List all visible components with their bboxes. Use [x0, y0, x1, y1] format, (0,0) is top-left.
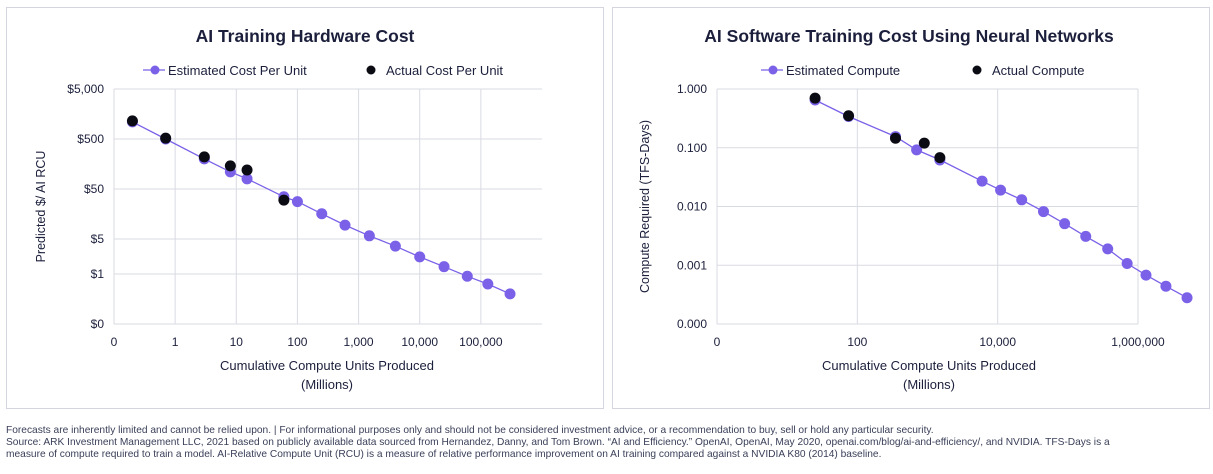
estimated-data-point: [1080, 230, 1092, 242]
estimated-data-point: [1121, 258, 1133, 270]
footnote-disclaimer: Forecasts are inherently limited and can…: [6, 425, 934, 436]
software-cost-chart-panel: AI Software Training Cost Using Neural N…: [612, 7, 1210, 409]
legend-estimated-marker: [768, 65, 778, 75]
x-axis-label: Cumulative Compute Units Produced: [822, 358, 1036, 373]
estimated-data-point: [995, 184, 1007, 196]
legend-actual-label: Actual Cost Per Unit: [386, 63, 503, 78]
estimated-series: [126, 116, 516, 300]
estimated-trend-line: [132, 121, 511, 295]
estimated-data-point: [1160, 280, 1172, 292]
estimated-data-point: [438, 261, 450, 273]
y-tick-label: $5,000: [67, 82, 104, 96]
actual-data-point: [890, 132, 902, 144]
actual-data-point: [224, 160, 236, 172]
legend-actual-label: Actual Compute: [992, 63, 1085, 78]
y-tick-label: 1.000: [677, 82, 707, 96]
legend-actual-marker: [972, 65, 982, 75]
estimated-data-point: [414, 251, 426, 263]
estimated-data-point: [976, 175, 988, 187]
x-tick-label: 10,000: [401, 335, 438, 349]
y-tick-label: $500: [77, 132, 104, 146]
estimated-data-point: [1181, 292, 1193, 304]
estimated-data-point: [504, 288, 516, 300]
hardware-cost-chart-panel: AI Training Hardware Cost 0 1 10 100 1,000 10,…: [6, 7, 604, 409]
legend-estimated-marker: [150, 65, 160, 75]
y-tick-label: 0.010: [677, 200, 707, 214]
estimated-data-point: [291, 196, 303, 208]
footnote-source: Source: ARK Investment Management LLC, 2…: [6, 437, 1110, 448]
chart-legend: Estimated Compute Actual Compute: [761, 63, 1085, 78]
actual-data-point: [918, 137, 930, 149]
y-tick-label: 0.001: [677, 258, 707, 272]
estimated-data-point: [1059, 218, 1071, 230]
legend-estimated-label: Estimated Cost Per Unit: [168, 63, 307, 78]
y-axis-label: Compute Required (TFS-Days): [638, 120, 652, 293]
x-tick-label: 100: [287, 335, 307, 349]
x-tick-label: 100: [847, 335, 867, 349]
x-tick-label: 100,000: [459, 335, 503, 349]
x-tick-label: 10: [230, 335, 244, 349]
y-tick-label: $1: [91, 267, 105, 281]
y-axis-label: Predicted $/ AI RCU: [34, 151, 48, 263]
hardware-cost-chart: AI Training Hardware Cost 0 1 10 100 1,000 10,…: [34, 26, 542, 392]
actual-data-point: [241, 164, 253, 176]
estimated-series: [809, 94, 1193, 304]
x-tick-label: 10,000: [979, 335, 1016, 349]
estimated-data-point: [911, 144, 923, 156]
estimated-data-point: [363, 230, 375, 242]
x-tick-label: 1,000,000: [1111, 335, 1165, 349]
estimated-data-point: [1140, 269, 1152, 281]
estimated-data-point: [339, 219, 351, 231]
estimated-data-point: [389, 240, 401, 252]
software-cost-chart: AI Software Training Cost Using Neural N…: [638, 26, 1193, 392]
actual-data-point: [278, 194, 290, 206]
x-axis-label-units: (Millions): [903, 377, 955, 392]
estimated-data-point: [1038, 206, 1050, 218]
estimated-data-point: [461, 270, 473, 282]
x-tick-label: 1: [172, 335, 179, 349]
estimated-data-point: [241, 173, 253, 185]
grid-lines: [716, 88, 1139, 325]
estimated-trend-line: [814, 99, 1188, 299]
chart-title: AI Training Hardware Cost: [196, 26, 415, 46]
footnote-definitions: measure of compute required to train a m…: [6, 449, 882, 460]
estimated-data-point: [482, 278, 494, 290]
x-tick-label: 0: [111, 335, 118, 349]
legend-estimated-label: Estimated Compute: [786, 63, 900, 78]
chart-title: AI Software Training Cost Using Neural N…: [704, 26, 1114, 46]
x-tick-label: 1,000: [344, 335, 374, 349]
estimated-data-point: [1102, 243, 1114, 255]
y-tick-label: 0.000: [677, 317, 707, 331]
actual-data-point: [126, 115, 138, 127]
y-tick-label: $0: [91, 317, 105, 331]
actual-data-point: [809, 92, 821, 104]
y-tick-label: 0.100: [677, 141, 707, 155]
estimated-data-point: [316, 208, 328, 220]
actual-series: [126, 115, 290, 206]
actual-data-point: [843, 110, 855, 122]
x-axis-label-units: (Millions): [301, 377, 353, 392]
actual-data-point: [934, 152, 946, 164]
actual-data-point: [160, 132, 172, 144]
actual-series: [809, 92, 946, 164]
y-tick-label: $50: [84, 182, 104, 196]
legend-actual-marker: [366, 65, 376, 75]
grid-lines: [113, 88, 542, 325]
x-axis-label: Cumulative Compute Units Produced: [220, 358, 434, 373]
chart-legend: Estimated Cost Per Unit Actual Cost Per U…: [143, 63, 503, 78]
y-tick-label: $5: [91, 232, 105, 246]
estimated-data-point: [1016, 194, 1028, 206]
actual-data-point: [198, 151, 210, 163]
x-tick-label: 0: [714, 335, 721, 349]
